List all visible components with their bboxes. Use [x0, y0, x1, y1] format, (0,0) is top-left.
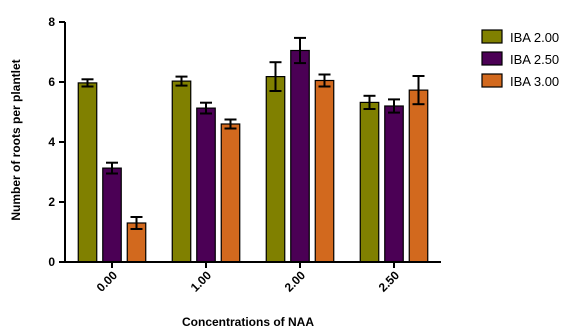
- legend-label: IBA 2.50: [510, 52, 559, 67]
- bar: [265, 75, 286, 263]
- y-tick-label: 0: [48, 255, 55, 269]
- bar: [220, 123, 241, 263]
- x-axis-title: Concentrations of NAA: [182, 315, 314, 329]
- bar: [314, 79, 335, 263]
- legend-label: IBA 3.00: [510, 74, 559, 89]
- y-tick-label: 2: [48, 195, 55, 209]
- x-tick-label: 1.00: [188, 268, 215, 295]
- y-tick-label: 6: [48, 75, 55, 89]
- x-tick-label: 2.50: [376, 268, 403, 295]
- y-tick-label: 8: [48, 15, 55, 29]
- x-axis: 0.00 1.00 2.00 2.50: [64, 261, 441, 295]
- legend: IBA 2.00 IBA 2.50 IBA 3.00: [481, 29, 559, 89]
- legend-swatch: [481, 51, 503, 66]
- legend-label: IBA 2.00: [510, 30, 559, 45]
- bar: [384, 105, 404, 263]
- bar: [77, 82, 98, 263]
- plot-area: [77, 36, 429, 263]
- x-tick-label: 0.00: [94, 268, 121, 295]
- x-tick-label: 2.00: [282, 268, 309, 295]
- bar: [408, 89, 429, 263]
- legend-swatch: [481, 73, 503, 88]
- bar: [171, 80, 192, 263]
- bar: [196, 107, 216, 263]
- y-axis-title: Number of roots per plantlet: [9, 59, 23, 220]
- y-axis: 0 2 4 6 8: [48, 15, 66, 269]
- bar: [359, 101, 380, 263]
- y-tick-label: 4: [48, 135, 55, 149]
- bar: [290, 49, 310, 263]
- bar: [102, 167, 122, 263]
- legend-swatch: [481, 29, 503, 44]
